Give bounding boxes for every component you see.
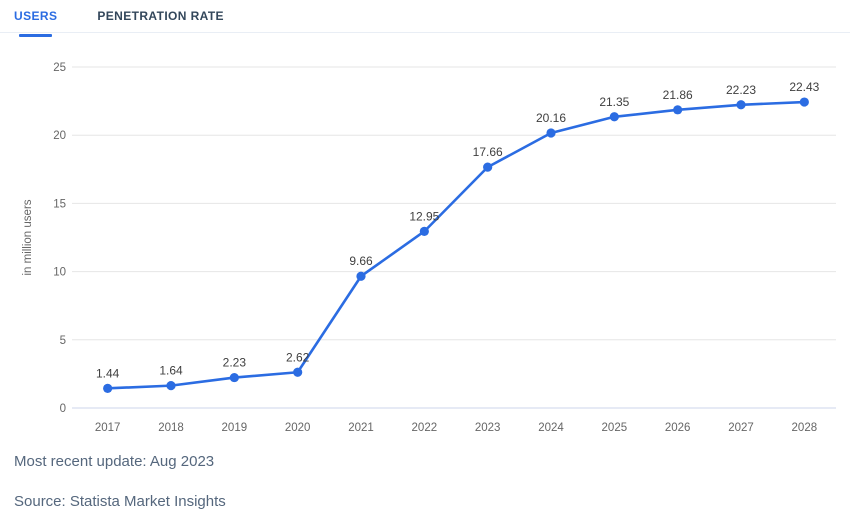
data-label: 22.23 — [726, 83, 756, 97]
tab-users[interactable]: USERS — [14, 0, 57, 37]
x-tick-label: 2027 — [728, 422, 754, 434]
x-tick-label: 2028 — [792, 422, 818, 434]
y-tick-label: 25 — [53, 62, 66, 74]
data-point — [609, 112, 619, 122]
data-label: 2.62 — [286, 350, 310, 364]
data-point — [483, 162, 493, 172]
x-tick-label: 2018 — [158, 422, 184, 434]
y-axis-title: in million users — [22, 199, 34, 275]
x-tick-label: 2023 — [475, 422, 501, 434]
data-label: 1.44 — [96, 366, 120, 380]
series-line — [106, 100, 806, 390]
data-label: 1.64 — [159, 364, 183, 378]
y-tick-label: 0 — [60, 403, 66, 415]
x-tick-label: 2024 — [538, 422, 564, 434]
data-point — [229, 372, 239, 383]
tab-bar: USERS PENETRATION RATE — [0, 0, 850, 37]
data-label: 17.66 — [473, 145, 503, 159]
source-text: Source: Statista Market Insights — [14, 493, 226, 510]
data-label: 2.23 — [223, 356, 247, 370]
data-label: 12.95 — [409, 209, 439, 223]
chart-footer: Most recent update: Aug 2023 Source: Sta… — [14, 451, 226, 528]
tab-penetration-rate[interactable]: PENETRATION RATE — [97, 9, 224, 23]
last-update-text: Most recent update: Aug 2023 — [14, 453, 215, 470]
x-tick-label: 2020 — [285, 422, 311, 434]
y-tick-label: 5 — [60, 335, 66, 347]
y-tick-label: 10 — [53, 267, 66, 279]
data-label: 21.86 — [663, 88, 693, 102]
x-tick-label: 2017 — [95, 422, 121, 434]
x-tick-label: 2021 — [348, 422, 374, 434]
data-point — [673, 105, 683, 115]
x-tick-label: 2022 — [412, 422, 438, 434]
data-point — [103, 383, 113, 393]
data-point — [166, 381, 176, 391]
x-tick-label: 2019 — [222, 422, 248, 434]
data-label: 22.43 — [789, 80, 819, 94]
data-label: 20.16 — [536, 111, 566, 125]
data-label: 9.66 — [349, 254, 373, 268]
y-tick-label: 20 — [53, 130, 66, 142]
x-tick-label: 2026 — [665, 422, 691, 434]
y-tick-label: 15 — [53, 198, 66, 210]
data-point — [799, 97, 809, 107]
data-point — [419, 226, 429, 236]
x-tick-label: 2025 — [602, 422, 628, 434]
data-point — [546, 128, 556, 138]
data-point — [736, 100, 746, 110]
data-label: 21.35 — [599, 95, 629, 109]
data-point — [356, 271, 366, 281]
data-point — [293, 367, 303, 377]
